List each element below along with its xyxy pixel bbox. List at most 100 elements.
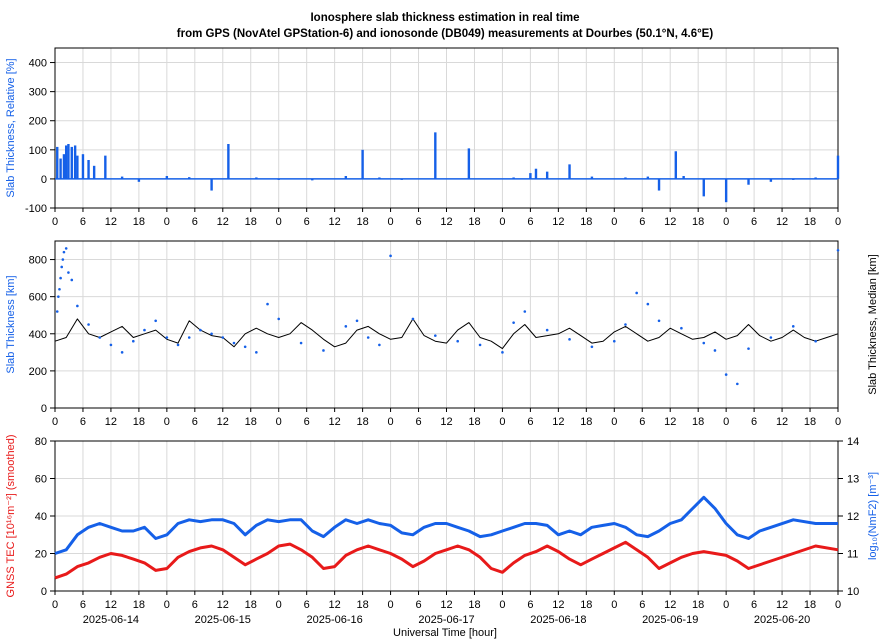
relative-bar [76, 155, 79, 179]
x-tick-label: 6 [80, 599, 86, 611]
relative-bar [59, 158, 62, 179]
relative-bar [747, 178, 750, 185]
slab-point [590, 345, 594, 349]
slab-point [512, 321, 515, 324]
slab-point [624, 323, 627, 326]
slab-point [769, 336, 773, 339]
plot-frame [54, 240, 839, 409]
relative-bar [646, 176, 650, 179]
x-tick-label: 18 [468, 216, 480, 228]
x-tick-label: 12 [664, 216, 676, 228]
y-right-tick-label: 12 [847, 511, 859, 523]
y-tick-label: 300 [29, 87, 47, 99]
x-tick-label: 18 [804, 416, 816, 428]
x-tick-label: 12 [776, 416, 788, 428]
slab-point [109, 343, 113, 347]
slab-point [411, 317, 415, 321]
x-tick-label: 6 [639, 599, 645, 611]
relative-bar [62, 154, 66, 179]
date-label: 2025-06-16 [307, 614, 363, 626]
y-tick-label: 200 [29, 366, 47, 378]
slab-point [62, 250, 66, 254]
slab-point [60, 265, 64, 269]
slab-point [355, 319, 359, 323]
x-tick-label: 12 [776, 216, 788, 228]
x-tick-label: 18 [245, 599, 257, 611]
x-tick-label: 18 [692, 216, 704, 228]
slab-point [434, 334, 437, 337]
x-tick-label: 0 [499, 416, 505, 428]
chart-title-line2: from GPS (NovAtel GPStation-6) and ionos… [177, 28, 714, 40]
x-tick-label: 18 [468, 416, 480, 428]
slab-point [176, 343, 180, 347]
x-tick-label: 6 [415, 599, 421, 611]
relative-bar [657, 178, 661, 191]
nmf2-line [54, 495, 838, 555]
x-tick-label: 12 [105, 416, 117, 428]
slab-point [243, 345, 247, 349]
relative-bar [210, 178, 213, 191]
y-right-tick-label: 10 [847, 586, 859, 598]
slab-point [568, 338, 571, 341]
x-tick-label: 18 [245, 216, 257, 228]
date-label: 2025-06-14 [83, 614, 139, 626]
x-tick-label: 6 [192, 416, 198, 428]
relative-bar [467, 148, 471, 179]
median-line [54, 318, 839, 350]
relative-bar [67, 144, 70, 179]
date-label: 2025-06-20 [754, 614, 810, 626]
slab-point [67, 271, 70, 274]
y-tick-label: 20 [35, 549, 47, 561]
chart-title-line1: Ionosphere slab thickness estimation in … [310, 12, 579, 24]
x-tick-label: 6 [639, 216, 645, 228]
x-tick-label: 0 [52, 216, 58, 228]
slab-point [187, 336, 191, 339]
x-tick-label: 6 [192, 216, 198, 228]
slab-point [277, 317, 281, 321]
x-tick-label: 6 [527, 416, 533, 428]
relative-bar [568, 164, 571, 179]
relative-bar [87, 160, 90, 179]
x-tick-label: 0 [835, 216, 841, 228]
slab-point [232, 341, 236, 345]
x-tick-label: 12 [776, 599, 788, 611]
y-tick-label: 600 [29, 292, 47, 304]
relative-bar [73, 145, 77, 179]
relative-bar [702, 178, 705, 197]
slab-point [657, 319, 661, 323]
x-tick-label: 6 [527, 599, 533, 611]
x-tick-label: 12 [664, 416, 676, 428]
slab-point [713, 349, 717, 352]
y-right-axis-label: Slab Thickness, Median [km] [867, 254, 879, 394]
relative-bar [64, 145, 68, 179]
x-tick-label: 18 [356, 216, 368, 228]
x-tick-label: 0 [499, 216, 505, 228]
y-right-tick-label: 14 [847, 436, 859, 448]
x-tick-label: 12 [105, 599, 117, 611]
slab-point [299, 341, 303, 345]
slab-point [836, 248, 840, 252]
y-tick-label: 0 [41, 403, 47, 415]
x-tick-label: 0 [611, 416, 617, 428]
slab-point [344, 325, 348, 328]
relative-bar [81, 154, 85, 179]
slab-point [58, 287, 61, 291]
date-label: 2025-06-17 [418, 614, 474, 626]
slab-point [57, 295, 60, 298]
y-tick-label: 80 [35, 436, 47, 448]
x-tick-label: 18 [356, 416, 368, 428]
x-tick-label: 6 [527, 216, 533, 228]
x-tick-label: 0 [723, 416, 729, 428]
x-tick-label: 0 [52, 416, 58, 428]
slab-point [322, 349, 325, 352]
x-tick-label: 6 [751, 599, 757, 611]
y-tick-label: 400 [29, 329, 47, 341]
x-tick-label: 0 [835, 599, 841, 611]
relative-bar [534, 168, 538, 179]
x-tick-label: 0 [835, 416, 841, 428]
y-tick-label: 40 [35, 511, 47, 523]
date-labels: 2025-06-14 2025-06-15 2025-06-16 2025-06-17… [83, 614, 810, 626]
relative-bar [529, 173, 532, 179]
x-tick-label: 12 [329, 416, 341, 428]
